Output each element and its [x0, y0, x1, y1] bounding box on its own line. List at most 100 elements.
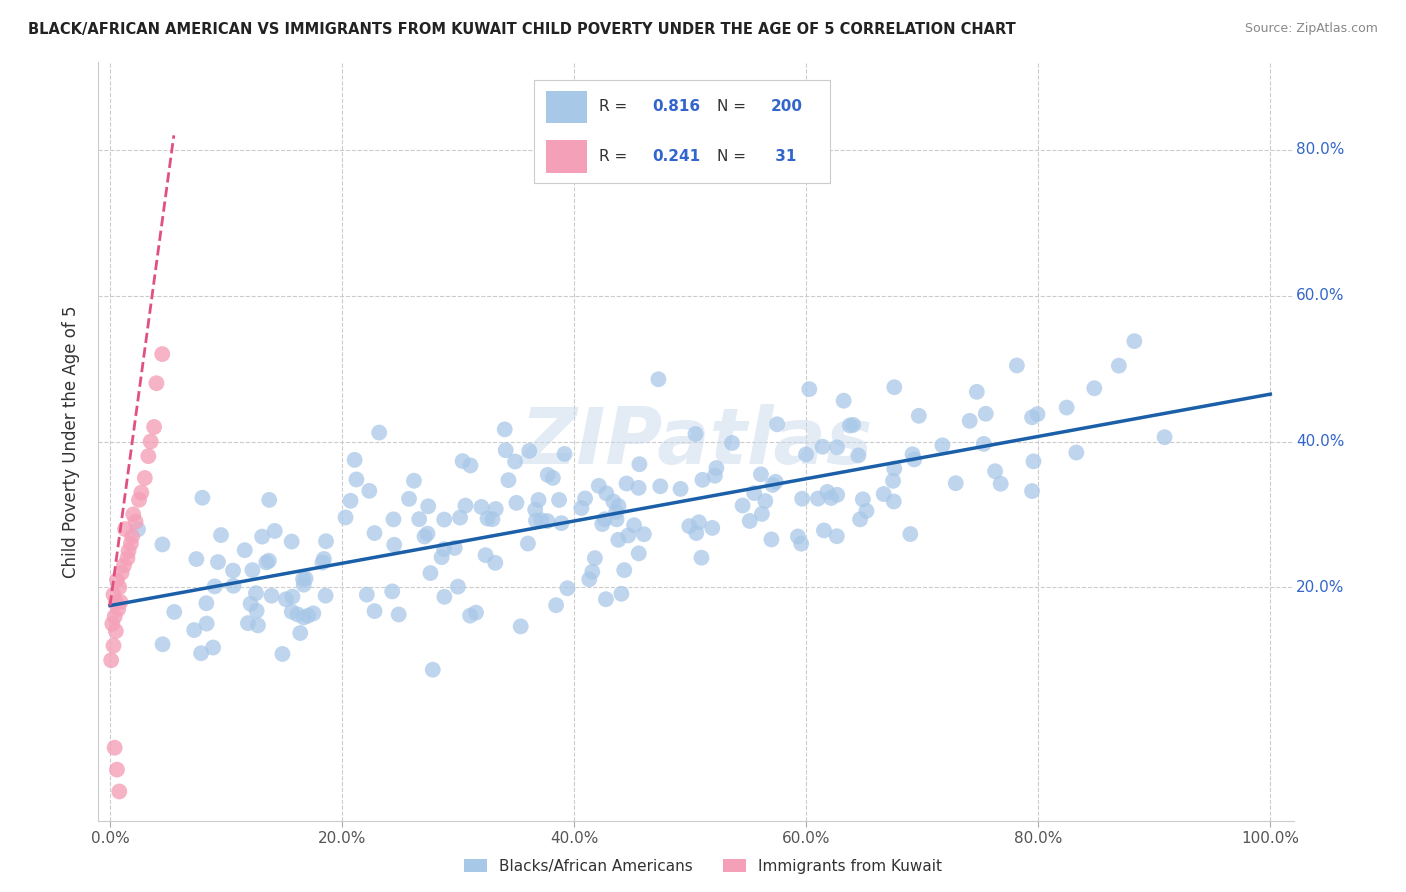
Point [152, 537, 174, 551]
Point [537, 467, 560, 482]
Point [647, 372, 669, 386]
Point [495, 443, 517, 458]
Point [430, 550, 453, 565]
Point [294, 571, 316, 585]
Point [536, 514, 558, 528]
Point [202, 640, 225, 655]
Point [103, 639, 125, 653]
Point [595, 486, 617, 500]
Point [280, 534, 302, 549]
Point [907, 409, 929, 423]
Point [111, 566, 134, 580]
Text: BLACK/AFRICAN AMERICAN VS IMMIGRANTS FROM KUWAIT CHILD POVERTY UNDER THE AGE OF : BLACK/AFRICAN AMERICAN VS IMMIGRANTS FRO… [28, 22, 1017, 37]
Point [883, 461, 905, 475]
Point [794, 447, 817, 461]
Text: 200: 200 [770, 99, 803, 114]
Point [163, 605, 186, 619]
Point [765, 475, 787, 489]
Point [108, 580, 131, 594]
Point [100, 653, 122, 667]
Point [516, 536, 538, 550]
Point [692, 473, 714, 487]
Point [339, 493, 361, 508]
Point [595, 592, 617, 607]
Point [485, 502, 508, 516]
Point [623, 518, 645, 533]
Point [418, 500, 440, 514]
Point [460, 458, 482, 473]
Point [1005, 359, 1028, 373]
Point [134, 471, 156, 485]
Point [419, 566, 441, 580]
Point [104, 609, 127, 624]
Point [669, 482, 692, 496]
Point [263, 524, 285, 538]
Point [742, 486, 765, 500]
Point [311, 556, 333, 570]
Point [678, 519, 700, 533]
Point [260, 589, 283, 603]
Point [1083, 381, 1105, 395]
Point [454, 499, 477, 513]
Point [581, 565, 603, 579]
Point [550, 516, 572, 531]
Point [738, 514, 761, 528]
Point [246, 604, 269, 618]
Point [838, 418, 860, 433]
Point [145, 376, 167, 391]
Point [731, 499, 754, 513]
Text: N =: N = [717, 99, 751, 114]
Point [990, 476, 1012, 491]
Point [398, 491, 420, 506]
Point [848, 449, 870, 463]
Point [1066, 445, 1088, 459]
Point [825, 441, 848, 455]
Point [557, 582, 579, 596]
Point [257, 492, 280, 507]
Point [578, 572, 600, 586]
Point [509, 619, 531, 633]
Point [606, 512, 628, 526]
Point [183, 623, 205, 637]
Point [207, 555, 229, 569]
Point [484, 556, 506, 570]
Point [433, 512, 456, 526]
Point [416, 526, 439, 541]
Point [685, 526, 707, 541]
Point [292, 610, 315, 624]
Point [811, 440, 834, 454]
Point [945, 476, 967, 491]
Text: R =: R = [599, 149, 633, 164]
Point [832, 393, 855, 408]
Point [571, 501, 593, 516]
Point [312, 552, 335, 566]
Point [825, 529, 848, 543]
Point [104, 740, 127, 755]
Point [121, 529, 143, 543]
Point [548, 492, 571, 507]
Text: Source: ZipAtlas.com: Source: ZipAtlas.com [1244, 22, 1378, 36]
Point [257, 554, 280, 568]
Point [186, 552, 208, 566]
Text: 80.0%: 80.0% [1296, 143, 1344, 157]
Point [605, 505, 627, 519]
Point [703, 468, 725, 483]
Point [250, 530, 273, 544]
Point [849, 512, 872, 526]
Point [503, 454, 526, 468]
Point [274, 592, 297, 607]
Point [517, 443, 540, 458]
Point [873, 487, 896, 501]
Point [204, 579, 226, 593]
Point [381, 584, 404, 599]
Point [842, 417, 865, 432]
Point [898, 527, 921, 541]
Point [883, 494, 905, 508]
Point [114, 522, 136, 536]
Point [1056, 401, 1078, 415]
Point [588, 479, 610, 493]
Point [465, 606, 488, 620]
Point [104, 595, 127, 609]
Point [974, 407, 997, 421]
Point [591, 517, 613, 532]
